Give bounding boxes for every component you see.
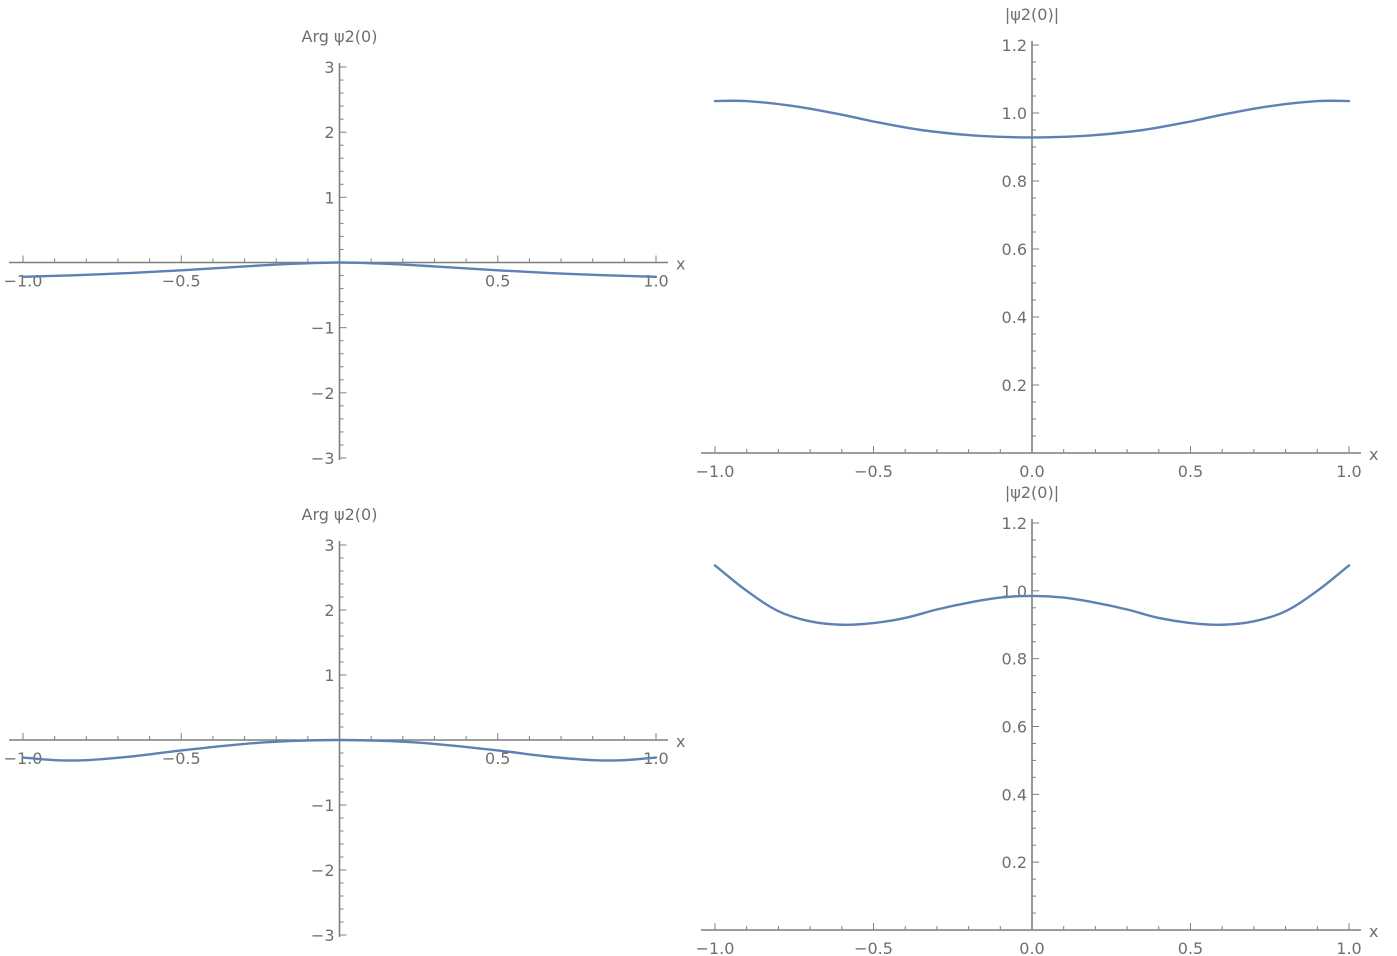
y-tick-label: −2 [311,384,335,403]
y-tick-label: 0.8 [1002,650,1027,669]
x-tick-label: −0.5 [854,462,893,481]
x-tick-label: −0.5 [162,272,201,291]
y-tick-label: 0.6 [1002,240,1027,259]
x-tick-label: 0.0 [1019,939,1044,956]
y-tick-label: 2 [324,601,334,620]
x-axis-title: x [676,732,685,751]
chart-panel-2: −1.0 −0.5 0.0 0.5 1.0 0.2 0.4 0.6 0.8 1.0 1.2 x |ψ2(… [696,5,1379,481]
x-tick-label: −1.0 [4,272,43,291]
series-line [713,564,1351,627]
y-axis-title: |ψ2(0)| [1005,5,1059,24]
y-tick-label: −3 [311,926,335,945]
x-tick-label: 0.5 [485,749,510,768]
chart-panel-4: −1.0 −0.5 0.0 0.5 1.00.20.40.60.81.01.2x|ψ2(… [696,483,1379,956]
y-tick-label: 3 [324,536,334,555]
y-tick-label: 3 [324,58,334,77]
series-line [713,99,1351,139]
y-tick-label: 1 [324,188,334,207]
y-tick-label: 2 [324,123,334,142]
x-axis-title: x [1369,922,1378,941]
y-tick-label: 1.2 [1002,514,1027,533]
y-tick-label: 0.4 [1002,308,1027,327]
series-line [21,738,658,762]
x-tick-label: −0.5 [854,939,893,956]
x-tick-label: −0.5 [162,749,201,768]
y-axis-title: |ψ2(0)| [1005,483,1059,502]
chart-panel-1: −1.0 −0.5 0.5 1.0 −3 −2 −1 1 2 3 x Arg ψ2(0) [4,27,686,468]
y-tick-label: 0.2 [1002,853,1027,872]
x-tick-label: 0.5 [485,272,510,291]
y-tick-label: 1.0 [1002,104,1027,123]
y-tick-label: −2 [311,861,335,880]
x-axis-title: x [676,255,685,274]
x-axis-title: x [1369,445,1378,464]
x-tick-label: 1.0 [1336,939,1361,956]
x-tick-label: 0.5 [1178,939,1203,956]
y-axis-title: Arg ψ2(0) [302,27,378,46]
series-line [21,261,658,279]
y-tick-label: 0.6 [1002,718,1027,737]
y-tick-label: −1 [311,796,335,815]
y-tick-label: 1.2 [1002,36,1027,55]
y-tick-label: −1 [311,319,335,338]
x-tick-label: 0.0 [1019,462,1044,481]
x-tick-label: −1.0 [696,939,735,956]
y-tick-label: 0.8 [1002,172,1027,191]
y-tick-label: 0.2 [1002,376,1027,395]
y-tick-label: 1 [324,666,334,685]
x-tick-label: −1.0 [696,462,735,481]
x-tick-label: 0.5 [1178,462,1203,481]
x-tick-label: 1.0 [643,272,668,291]
x-tick-label: 1.0 [1336,462,1361,481]
y-tick-label: −3 [311,449,335,468]
y-axis-title: Arg ψ2(0) [302,505,378,524]
y-tick-label: 0.4 [1002,785,1027,804]
